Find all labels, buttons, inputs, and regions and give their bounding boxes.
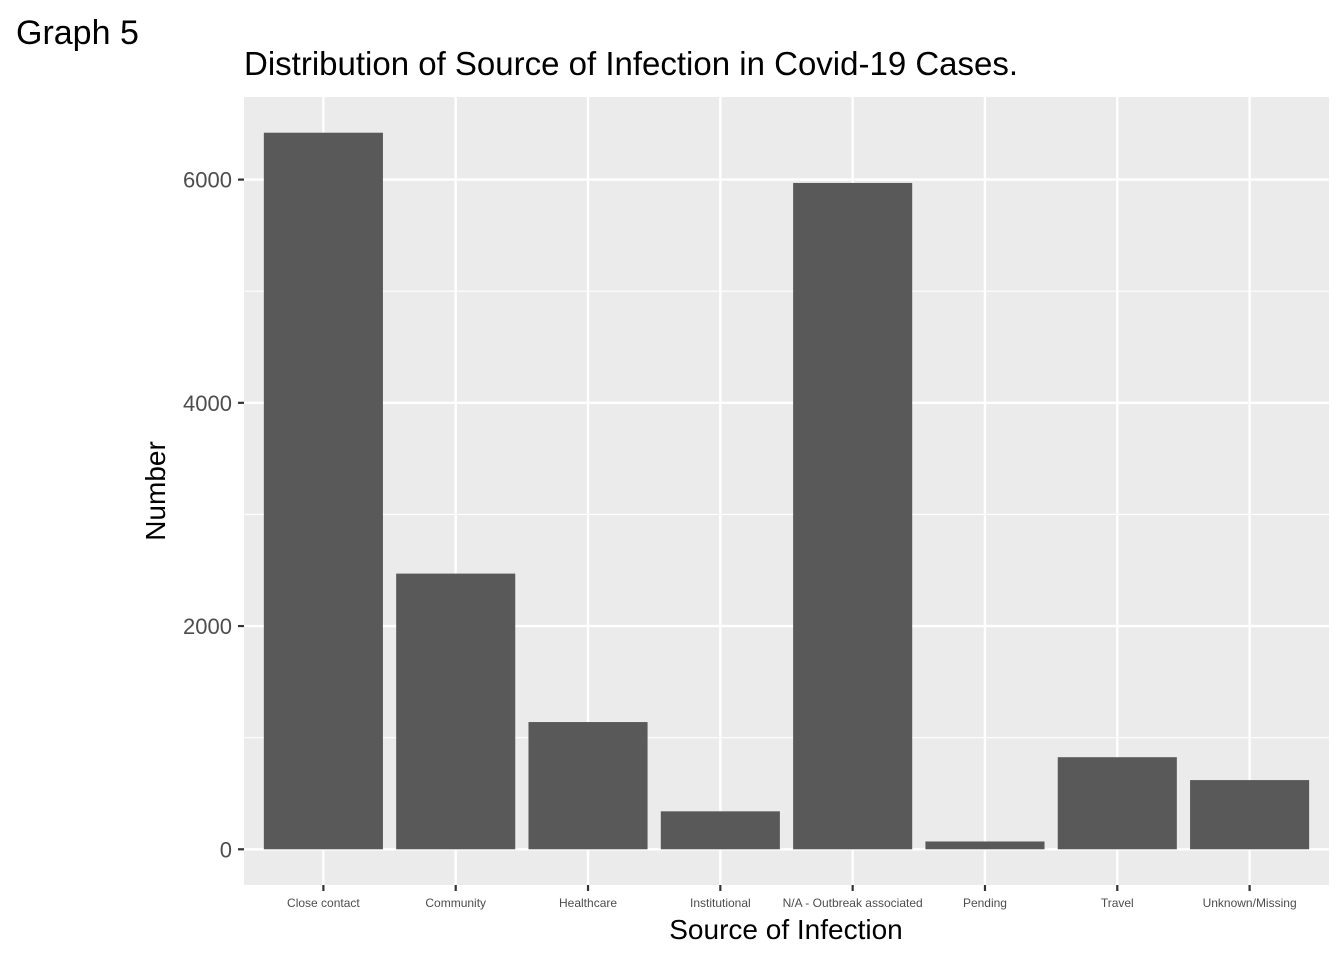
x-tick-label: Institutional [690, 896, 751, 910]
bar [793, 182, 913, 850]
y-tick-label: 0 [220, 837, 232, 862]
bar [1190, 780, 1310, 850]
x-tick-label: Pending [963, 896, 1007, 910]
bar [528, 722, 648, 850]
x-tick-label: N/A - Outbreak associated [783, 896, 923, 910]
y-tick-label: 6000 [183, 168, 232, 193]
x-axis: Close contact Community Healthcare Institut… [287, 885, 1297, 910]
bars [263, 132, 1310, 850]
bar [1057, 757, 1177, 850]
y-tick-label: 2000 [183, 614, 232, 639]
x-axis-label: Source of Infection [669, 914, 902, 945]
x-tick-label: Travel [1101, 896, 1134, 910]
y-tick-label: 4000 [183, 391, 232, 416]
x-tick-label: Community [425, 896, 486, 910]
x-tick-label: Unknown/Missing [1203, 896, 1297, 910]
y-axis: 0 2000 4000 6000 [183, 168, 244, 862]
bar [660, 811, 780, 850]
x-tick-label: Healthcare [559, 896, 617, 910]
bar [263, 132, 383, 850]
y-axis-label: Number [140, 441, 171, 541]
bar [396, 573, 516, 850]
x-tick-label: Close contact [287, 896, 360, 910]
bar [925, 841, 1045, 850]
chart-title: Distribution of Source of Infection in C… [244, 45, 1018, 82]
figure-label: Graph 5 [16, 14, 139, 52]
